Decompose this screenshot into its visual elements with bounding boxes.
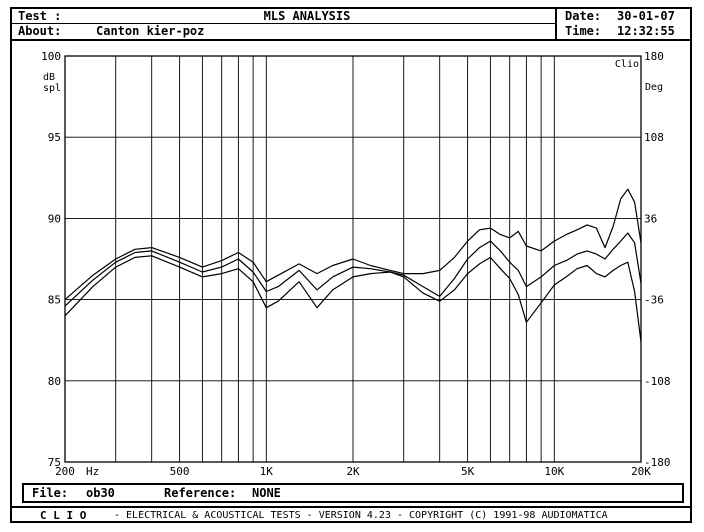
page-title: MLS ANALYSIS [263,9,351,23]
x-tick-label: 2K [346,465,360,478]
y-axis-label: spl [43,83,61,94]
credit-text: - ELECTRICAL & ACOUSTICAL TESTS - VERSIO… [114,510,608,521]
y2-tick-label: 36 [644,212,657,225]
y2-tick-label: 180 [644,50,664,63]
x-tick-label: 500 [170,465,190,478]
plot-area-border [64,55,642,463]
y-tick-label: 95 [48,131,61,144]
y-tick-label: 85 [48,294,61,307]
y-tick-label: 80 [48,375,61,388]
file-value: ob30 [86,486,115,500]
credit-brand: C L I O [40,509,87,522]
curves [64,188,642,342]
x-tick-label: 200 [55,465,75,478]
test-label: Test : [18,9,62,23]
axis-labels: 75 80 85 90 95 100 -180 -108 -36 36 108 180 200 500 1K… [41,50,670,478]
x-tick-label: 1K [260,465,274,478]
header-row-test: Test : MLS ANALYSIS [12,9,555,24]
header: Test : MLS ANALYSIS About: Canton kier-p… [12,9,690,41]
x-unit-label: Hz [86,465,99,478]
y-axis-label: dB [43,72,55,83]
date-time-box: Date: 30-01-07 Time: 12:32:55 [555,9,692,39]
file-bar: File: ob30 Reference: NONE [22,483,684,503]
x-tick-label: 20K [631,465,651,478]
reference-value: NONE [252,486,281,500]
x-tick-label: 10K [544,465,564,478]
y-tick-label: 90 [48,212,61,225]
time-value: 12:32:55 [617,24,675,38]
file-label: File: [32,486,69,500]
x-tick-label: 5K [461,465,475,478]
date-label: Date: [565,9,602,23]
clio-brand-label: Clio [615,59,639,70]
y2-axis-label: Deg [645,82,663,93]
about-value: Canton kier-poz [96,24,205,38]
about-label: About: [18,24,62,38]
y2-tick-label: -36 [644,294,664,307]
y2-tick-label: -180 [644,456,671,469]
response-curve-3 [64,255,642,342]
y-tick-label: 75 [48,456,61,469]
date-value: 30-01-07 [617,9,675,23]
reference-label: Reference: [164,486,237,500]
y-tick-label: 100 [41,50,61,63]
y2-tick-label: -108 [644,375,671,388]
credit-bar: C L I O - ELECTRICAL & ACOUSTICAL TESTS … [12,506,690,523]
grid [65,56,641,462]
frequency-response-chart: 75 80 85 90 95 100 -180 -108 -36 36 108 180 200 500 1K… [41,50,670,478]
response-curve-1 [64,188,642,301]
header-row-about: About: Canton kier-poz [12,24,555,38]
analysis-window: Test : MLS ANALYSIS About: Canton kier-p… [10,7,692,523]
y2-tick-label: 108 [644,131,664,144]
time-label: Time: [565,24,602,38]
response-curve-2 [64,232,642,307]
